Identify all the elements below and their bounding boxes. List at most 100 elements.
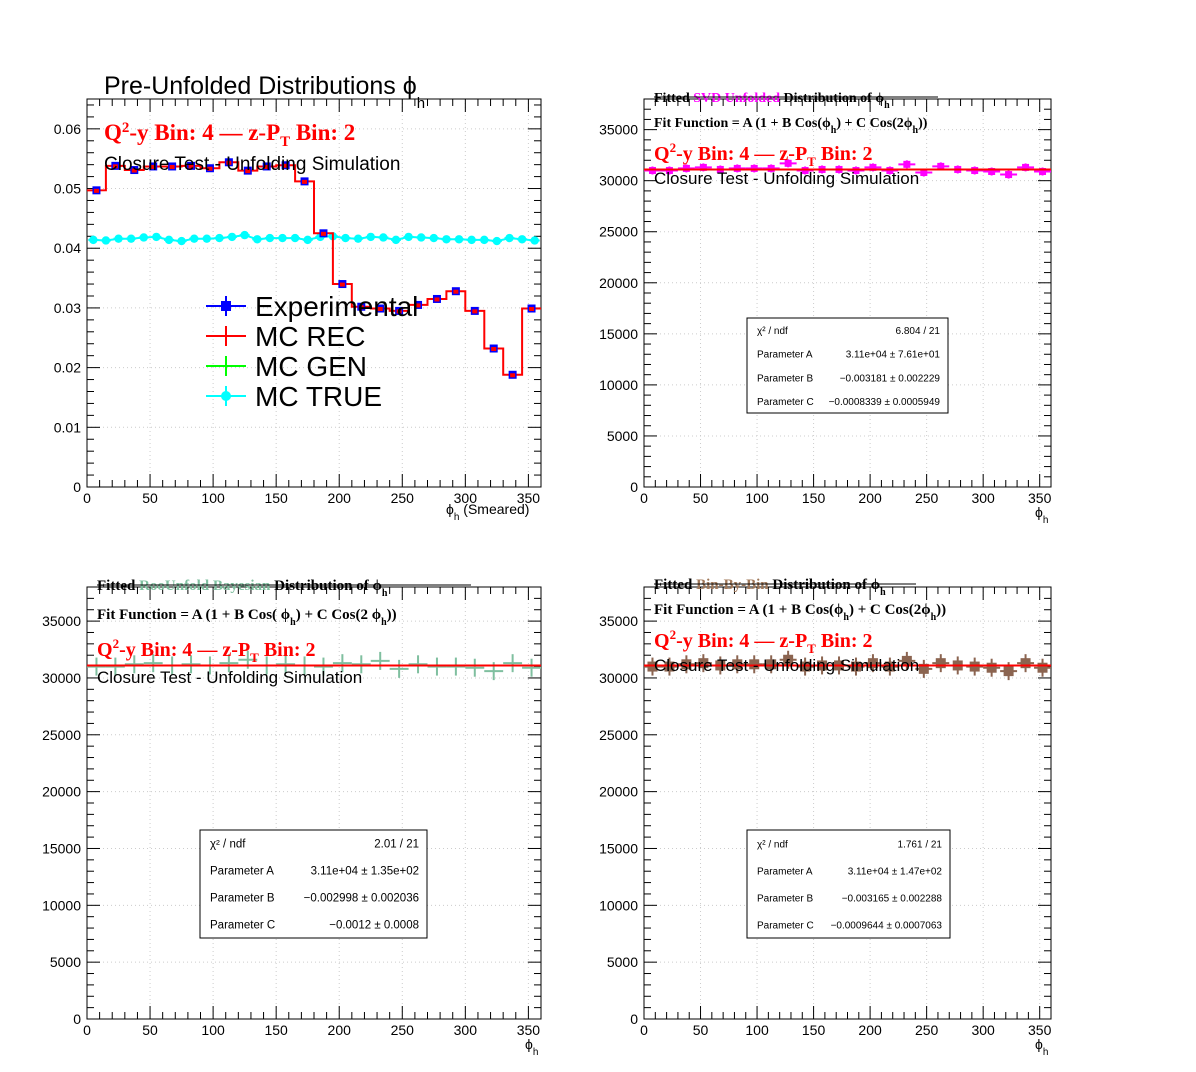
x-tick-label: 250 <box>391 490 415 506</box>
data-point <box>647 661 658 672</box>
mc-true-point <box>177 236 186 246</box>
stats-label: Parameter C <box>757 397 814 408</box>
y-tick-label: 15000 <box>42 840 81 856</box>
y-tick-label: 10000 <box>599 377 638 393</box>
xlabel-sub: h <box>533 1047 539 1058</box>
y-tick-label: 35000 <box>42 613 81 629</box>
title-phi: ϕ <box>403 72 417 100</box>
bin-q-sup: 2 <box>670 140 677 155</box>
fit-b: h <box>290 617 296 628</box>
x-tick-label: 200 <box>858 1022 882 1038</box>
title-sub: h <box>382 588 388 599</box>
mc-rec-point <box>93 188 99 193</box>
mc-true-point <box>467 235 476 245</box>
mc-rec-point <box>396 309 402 314</box>
mc-true-point <box>202 234 212 243</box>
title-pre: Fitted <box>654 577 696 593</box>
mc-rec-point <box>207 166 213 171</box>
mc-true-point <box>89 235 98 245</box>
stats-label: χ² / ndf <box>757 326 788 337</box>
stats-label: Parameter B <box>757 894 813 905</box>
bin-q-sup: 2 <box>113 636 120 651</box>
x-tick-label: 350 <box>517 1022 541 1038</box>
y-tick-label: 30000 <box>42 670 81 686</box>
x-tick-label: 250 <box>915 1022 939 1038</box>
data-point <box>681 659 692 670</box>
mc-rec-point <box>188 164 194 169</box>
data-point <box>1003 666 1014 677</box>
mc-rec-point <box>377 307 383 312</box>
stats-box <box>199 829 428 939</box>
xlabel-phi: ϕ <box>1035 1036 1043 1052</box>
stats-value: 1.761 / 21 <box>898 840 943 851</box>
xlabel-sub: h <box>454 512 460 523</box>
x-tick-label: 0 <box>640 1022 648 1038</box>
stats-box <box>746 317 949 414</box>
data-point <box>767 164 775 172</box>
title-phi: ϕ <box>871 577 880 593</box>
mc-true-point <box>480 235 489 245</box>
x-tick-label: 200 <box>328 1022 352 1038</box>
data-point <box>920 169 928 177</box>
fit-a: Fit Function = A (1 + B Cos(ϕ <box>654 602 843 618</box>
x-tick-label: 100 <box>745 1022 769 1038</box>
x-tick-label: 150 <box>802 490 826 506</box>
data-point <box>1005 171 1013 179</box>
data-point <box>852 166 860 174</box>
mc-true-point <box>505 233 514 243</box>
y-tick-label: 0.03 <box>54 300 81 316</box>
panel-2: 0 50 100 150 200 250 300 350 0 5000 10000 15000 2000… <box>42 578 542 1058</box>
mc-rec-point <box>131 168 137 173</box>
x-tick-label: 50 <box>142 1022 158 1038</box>
x-tick-label: 150 <box>264 490 288 506</box>
y-tick-label: 0.04 <box>54 240 81 256</box>
stats-label: Parameter B <box>757 373 813 384</box>
stats-value: 3.11e+04 ± 7.61e+01 <box>846 350 941 361</box>
mc-rec-point <box>283 163 289 168</box>
data-point <box>1037 662 1048 673</box>
data-point <box>1022 163 1030 171</box>
bin-rest1: -y Bin: 4 — z-P <box>119 639 250 661</box>
data-point <box>750 164 758 172</box>
bin-rest2: Bin: 2 <box>816 630 873 652</box>
x-tick-label: 300 <box>454 490 478 506</box>
stats-label: χ² / ndf <box>757 840 788 851</box>
x-tick-label: 350 <box>517 490 541 506</box>
x-axis-label: ϕh (Smeared) <box>446 501 529 523</box>
y-tick-label: 25000 <box>599 727 638 743</box>
mc-true-point <box>530 236 539 245</box>
fit-d: h <box>913 125 919 136</box>
data-point <box>971 166 979 174</box>
title-pre: Fitted <box>97 578 139 594</box>
fit-b: h <box>831 125 837 136</box>
bin-q: Q <box>104 120 122 145</box>
x-tick-label: 150 <box>264 1022 288 1038</box>
mc-true-point <box>391 235 401 245</box>
stats-box <box>746 829 951 939</box>
title-main: Pre-Unfolded Distributions <box>104 72 403 100</box>
x-tick-label: 50 <box>142 490 158 506</box>
y-tick-label: 5000 <box>50 954 81 970</box>
y-tick-label: 5000 <box>607 428 638 444</box>
mc-true-point <box>454 235 464 244</box>
x-axis-label: ϕh <box>1035 1036 1048 1058</box>
x-axis-label: ϕh <box>525 1036 538 1058</box>
data-point <box>733 164 741 172</box>
xlabel-phi: ϕ <box>446 501 454 517</box>
mc-true-point <box>492 236 502 246</box>
bin-rest1: -y Bin: 4 — z-P <box>129 120 280 145</box>
x-tick-label: 0 <box>83 490 91 506</box>
mc-rec-point <box>112 164 118 169</box>
mc-true-point <box>253 235 262 244</box>
x-tick-label: 0 <box>83 1022 91 1038</box>
y-tick-label: 0 <box>73 479 81 495</box>
x-tick-label: 150 <box>802 1022 826 1038</box>
mc-rec-point <box>320 231 326 236</box>
data-point <box>665 166 673 174</box>
closure-label: Closure Test - Unfolding Simulation <box>654 169 919 188</box>
mc-rec-point <box>529 307 535 312</box>
title-sub: h <box>880 587 886 598</box>
mc-true-point <box>139 233 148 242</box>
y-tick-label: 25000 <box>42 727 81 743</box>
